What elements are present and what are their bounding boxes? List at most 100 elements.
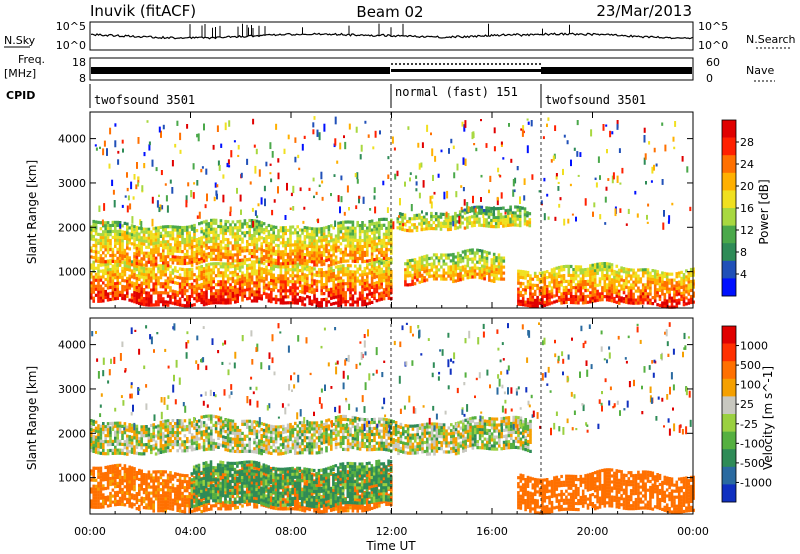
heat-cell — [490, 270, 494, 274]
heat-cell — [473, 251, 477, 255]
heat-cell — [262, 261, 266, 266]
heat-cell — [385, 293, 388, 297]
heat-cell — [545, 285, 549, 289]
heat-cell — [452, 252, 455, 257]
heat-cell — [526, 303, 530, 308]
heat-cell — [255, 237, 259, 241]
heat-cell — [262, 285, 266, 290]
scatter-echo — [239, 194, 242, 202]
heat-cell — [284, 241, 287, 245]
heat-cell — [150, 294, 153, 298]
heat-cell — [219, 225, 223, 229]
heat-cell — [126, 234, 129, 238]
heat-cell — [272, 297, 275, 301]
heat-cell — [138, 232, 141, 236]
heat-cell — [490, 221, 493, 226]
heat-cell — [653, 275, 657, 279]
heat-cell — [253, 299, 256, 303]
heat-cell — [639, 268, 643, 272]
heat-cell — [171, 483, 175, 487]
heat-cell — [150, 251, 153, 255]
heat-cell — [171, 228, 175, 232]
heat-cell — [617, 277, 621, 281]
scatter-echo — [434, 155, 437, 162]
heat-cell — [473, 205, 476, 209]
heat-cell — [219, 289, 223, 293]
heat-cell — [346, 253, 350, 257]
heat-cell — [277, 289, 280, 293]
heat-cell — [286, 289, 290, 293]
heat-cell — [250, 237, 254, 241]
heat-cell — [315, 248, 319, 252]
heat-cell — [253, 272, 256, 276]
heat-cell — [210, 277, 213, 281]
heat-cell — [370, 222, 374, 226]
heat-cell — [154, 244, 158, 248]
heat-cell — [126, 279, 129, 283]
heat-cell — [313, 291, 316, 295]
heat-cell — [166, 225, 170, 229]
heat-cell — [653, 293, 657, 297]
scatter-echo — [606, 149, 608, 154]
heat-cell — [224, 225, 227, 230]
heat-cell — [178, 297, 182, 301]
heat-cell — [291, 261, 295, 265]
heat-cell — [483, 274, 486, 278]
heat-cell — [229, 301, 232, 305]
heat-cell — [178, 249, 182, 254]
heat-cell — [325, 288, 328, 292]
heat-cell — [159, 291, 163, 295]
heat-cell — [593, 296, 597, 300]
scatter-echo — [95, 147, 98, 151]
heat-cell — [102, 293, 105, 297]
heat-cell — [236, 263, 239, 267]
heat-cell — [178, 476, 182, 480]
heat-cell — [661, 292, 664, 296]
heat-cell — [142, 251, 146, 255]
heat-cell — [154, 256, 158, 260]
heat-cell — [248, 275, 251, 279]
heat-cell — [406, 228, 409, 233]
heat-cell — [277, 229, 280, 233]
heat-cell — [118, 221, 122, 225]
heat-cell — [97, 284, 100, 288]
heat-cell — [123, 221, 127, 225]
heat-cell — [430, 226, 433, 231]
heat-cell — [557, 289, 561, 294]
heat-cell — [475, 211, 479, 215]
scatter-echo — [488, 189, 490, 194]
heat-cell — [128, 486, 131, 490]
heat-cell — [378, 251, 381, 255]
heat-cell — [435, 274, 438, 278]
heat-cell — [118, 490, 122, 494]
heat-cell — [553, 270, 556, 274]
heat-cell — [255, 275, 259, 279]
heat-cell — [174, 502, 177, 506]
scatter-echo — [284, 215, 287, 220]
scatter-echo — [277, 158, 280, 163]
heat-cell — [382, 256, 386, 260]
heat-cell — [420, 219, 424, 223]
heat-cell — [315, 300, 319, 304]
heat-cell — [589, 264, 592, 268]
heat-cell — [560, 274, 563, 278]
heat-cell — [128, 498, 131, 502]
heat-cell — [183, 237, 187, 242]
heat-cell — [126, 228, 129, 232]
heat-cell — [524, 270, 527, 274]
heat-cell — [298, 234, 302, 238]
heat-cell — [440, 253, 443, 257]
heat-cell — [344, 229, 347, 233]
scatter-echo — [204, 204, 207, 209]
heat-cell — [250, 266, 254, 270]
heat-cell — [138, 489, 141, 493]
heat-cell — [492, 225, 496, 229]
heat-cell — [171, 258, 175, 262]
heat-cell — [342, 223, 345, 227]
heat-cell — [303, 267, 307, 271]
heat-cell — [306, 232, 309, 236]
heat-cell — [253, 219, 256, 223]
heat-cell — [581, 292, 585, 296]
heat-cell — [104, 265, 107, 270]
heat-cell — [200, 245, 203, 249]
